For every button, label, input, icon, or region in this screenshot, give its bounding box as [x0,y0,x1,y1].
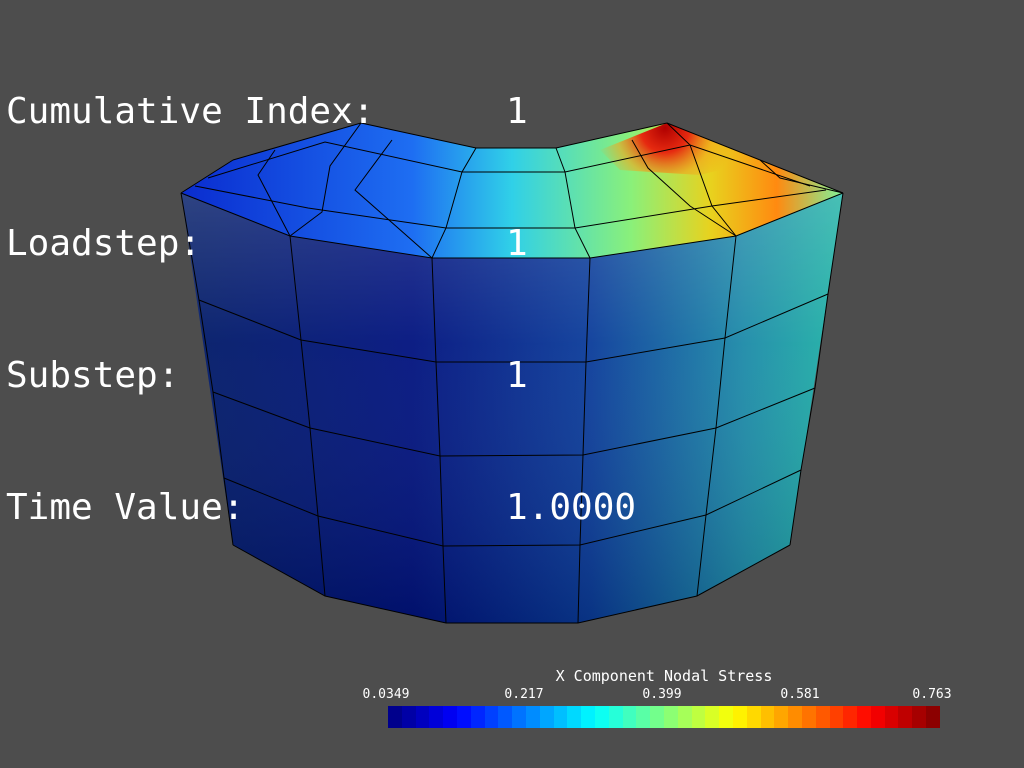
colorbar-segment [429,706,443,728]
colorbar-segment [871,706,885,728]
colorbar-segment [457,706,471,728]
colorbar-segment [898,706,912,728]
colorbar-segment [788,706,802,728]
colorbar-tick-label: 0.399 [642,687,681,702]
colorbar-segment [816,706,830,728]
colorbar-segment [623,706,637,728]
colorbar-segment [692,706,706,728]
colorbar-segment [830,706,844,728]
colorbar-segment [512,706,526,728]
colorbar-tick-label: 0.0349 [363,687,410,702]
colorbar-segment [443,706,457,728]
colorbar-segment [554,706,568,728]
colorbar-segment [926,706,940,728]
info-loadstep: Loadstep: 1 [6,222,136,266]
colorbar-segment [885,706,899,728]
colorbar-segment [747,706,761,728]
colorbar-tick-label: 0.581 [780,687,819,702]
colorbar-segment [581,706,595,728]
info-value: 1.0000 [506,486,636,530]
colorbar-segment [664,706,678,728]
colorbar-segment [636,706,650,728]
info-label: Time Value: [6,486,244,530]
colorbar-segment [485,706,499,728]
colorbar-segment [498,706,512,728]
info-substep: Substep: 1 [6,354,136,398]
info-label: Substep: [6,354,179,398]
info-value: 1 [506,354,528,398]
colorbar-segment [857,706,871,728]
colorbar-segment [595,706,609,728]
colorbar-segment [678,706,692,728]
colorbar-segment [705,706,719,728]
colorbar-segment [719,706,733,728]
colorbar-segment [609,706,623,728]
colorbar-segment [912,706,926,728]
info-value: 1 [506,90,528,134]
colorbar-segment [388,706,402,728]
colorbar-segment [402,706,416,728]
colorbar-segment [526,706,540,728]
colorbar-segment [540,706,554,728]
colorbar-segment [650,706,664,728]
colorbar-title: X Component Nodal Stress [388,667,940,685]
colorbar-segment [843,706,857,728]
colorbar-segment [471,706,485,728]
info-label: Loadstep: [6,222,201,266]
colorbar-tick-label: 0.763 [912,687,951,702]
solution-info-panel: Cumulative Index: 1 Loadstep: 1 Substep:… [6,2,136,618]
colorbar-segment [774,706,788,728]
colorbar-tick-label: 0.217 [504,687,543,702]
info-label: Cumulative Index: [6,90,374,134]
colorbar-segment [416,706,430,728]
colorbar-segment [733,706,747,728]
colorbar-segment [802,706,816,728]
info-cumulative-index: Cumulative Index: 1 [6,90,136,134]
info-value: 1 [506,222,528,266]
colorbar [388,706,940,728]
colorbar-segment [567,706,581,728]
info-time-value: Time Value: 1.0000 [6,486,136,530]
colorbar-segment [761,706,775,728]
